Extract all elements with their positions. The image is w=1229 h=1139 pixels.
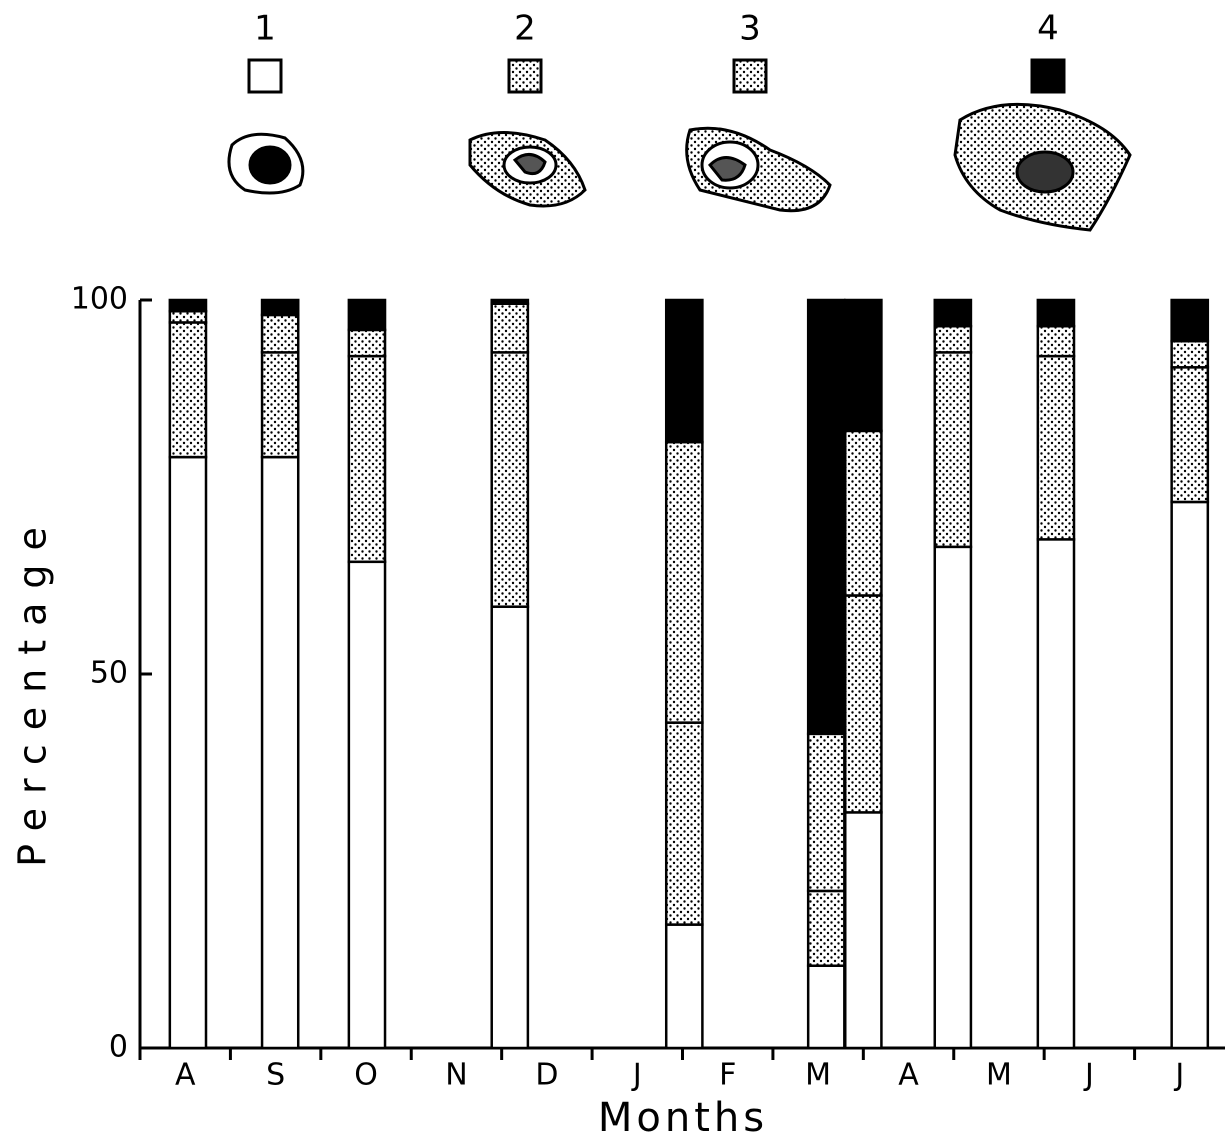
bar-segment [1172,341,1208,367]
legend-label: 4 [1037,9,1059,49]
bar-segment [1038,539,1074,1048]
x-tick-label: N [445,1058,467,1093]
bar-segment [170,311,206,322]
bar-segment [1038,356,1074,539]
bar-segment [492,300,528,304]
bar-segment [170,300,206,311]
bar-segment [845,595,881,812]
legend-label: 2 [514,9,536,49]
bar-segment [349,562,385,1048]
bar-segment [262,315,298,352]
x-tick-label: M [986,1058,1012,1093]
bar-segment [808,734,844,891]
y-tick-label: 0 [109,1030,128,1065]
bar-segment [492,304,528,353]
bar-segment [845,431,881,596]
bar-segment [1172,300,1208,341]
bar-segment [1172,502,1208,1048]
bar-segment [935,352,971,546]
bar-segment [1038,300,1074,326]
x-tick-label: M [805,1058,831,1093]
bar-segment [492,352,528,606]
x-tick-label: A [175,1058,196,1093]
legend-swatch [249,60,281,92]
chart: Months Percentage 0 50 100 A S O N D J F M A M J J 1 2 3 4 [0,0,1229,1139]
x-tick-label: J [1173,1058,1184,1093]
bar-segment [935,547,971,1048]
x-tick-label: A [898,1058,919,1093]
bar-segment [845,812,881,1048]
legend-swatch [1032,60,1064,92]
x-tick-label: S [266,1058,285,1093]
bar-segment [170,457,206,1048]
x-tick-label: O [354,1058,378,1093]
bar-segment [349,356,385,562]
x-tick-label: J [1083,1058,1094,1093]
bar-segment [349,330,385,356]
bar-segment [262,457,298,1048]
bar-segment [349,300,385,330]
y-tick-label: 100 [71,282,128,317]
bar-segment [1038,326,1074,356]
x-tick-label: D [535,1058,558,1093]
bar-segment [170,322,206,457]
x-axis-label: Months [598,1095,768,1139]
bar-segment [262,352,298,457]
bar-segment [808,891,844,966]
bar-segment [666,723,702,925]
bar-segment [666,925,702,1048]
bar-segment [845,300,881,431]
bar-segment [492,607,528,1048]
legend-swatch [734,60,766,92]
legend-label: 3 [739,9,761,49]
legend-label: 1 [254,9,276,49]
x-tick-label: F [719,1058,736,1093]
bar-segment [1172,367,1208,502]
x-tick-label: J [631,1058,642,1093]
bar-segment [666,442,702,723]
bar-segment [935,326,971,352]
bar-segment [935,300,971,326]
bar-segment [666,300,702,442]
bar-segment [808,300,844,734]
y-axis-label: Percentage [11,513,55,867]
bar-segment [808,966,844,1048]
cell-illustrations [229,104,1130,230]
bar-segment [262,300,298,315]
legend-swatch [509,60,541,92]
y-tick-label: 50 [90,656,128,691]
